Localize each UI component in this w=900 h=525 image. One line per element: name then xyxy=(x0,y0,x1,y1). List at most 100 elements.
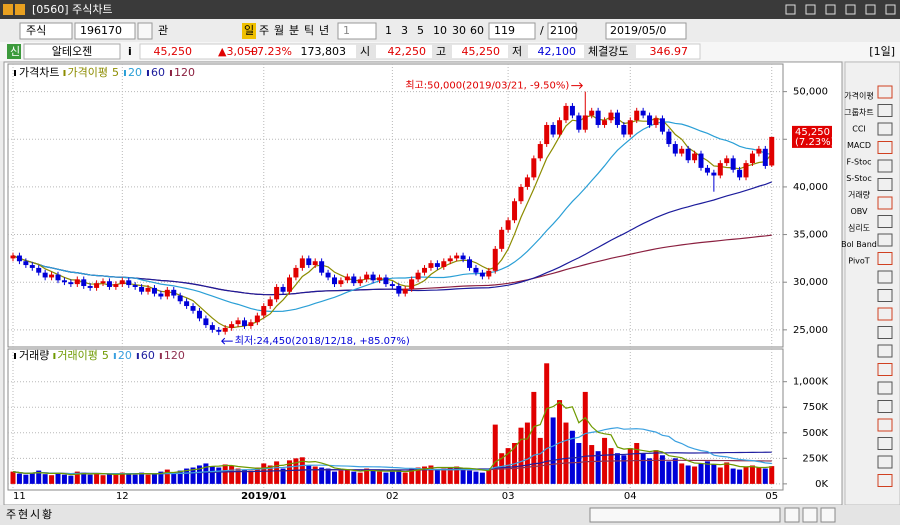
candle-body xyxy=(196,310,202,319)
tool-icon[interactable] xyxy=(877,344,893,358)
date-input[interactable] xyxy=(605,22,687,40)
volume-bar xyxy=(634,443,640,484)
indicator-button[interactable]: 거래량 xyxy=(848,190,871,200)
candle-body xyxy=(614,112,620,125)
total-input[interactable] xyxy=(547,22,577,40)
tool-icon[interactable] xyxy=(877,178,893,191)
indicator-button[interactable]: MACD xyxy=(847,141,871,150)
volume-bar xyxy=(730,468,736,484)
candle-body xyxy=(582,115,588,130)
scroll-controls[interactable] xyxy=(589,507,836,523)
period-button[interactable]: 주 xyxy=(259,24,269,37)
count-input[interactable] xyxy=(337,22,377,40)
tool-icon[interactable] xyxy=(877,455,893,469)
candle-body xyxy=(602,120,608,125)
volume-bar xyxy=(312,466,318,484)
window-controls[interactable] xyxy=(785,4,896,15)
tool-icon[interactable] xyxy=(877,85,893,99)
period-button[interactable]: 년 xyxy=(319,24,329,37)
interval-button[interactable]: 30 xyxy=(452,24,466,37)
candle-body xyxy=(537,144,543,159)
interval-button[interactable]: 3 xyxy=(401,24,408,37)
volume-bar xyxy=(608,448,614,484)
indicator-button[interactable]: 그룹차트 xyxy=(844,108,873,117)
tool-icon[interactable] xyxy=(877,104,893,117)
tool-icon[interactable] xyxy=(877,159,893,173)
tool-icon[interactable] xyxy=(877,326,893,339)
candle-body xyxy=(704,167,710,173)
tool-icon[interactable] xyxy=(877,122,893,136)
indicator-button[interactable]: PivoT xyxy=(848,257,870,266)
interval-button[interactable]: 10 xyxy=(433,24,447,37)
badge xyxy=(7,44,21,59)
legend-marker xyxy=(63,70,66,76)
indicator-button[interactable]: F-Stoc xyxy=(847,158,872,167)
search-button[interactable] xyxy=(137,22,153,40)
indicator-button[interactable]: Bol Band xyxy=(841,240,877,249)
period-button[interactable]: 분 xyxy=(289,24,299,37)
tool-icon[interactable] xyxy=(877,270,893,284)
volume-bar xyxy=(10,471,16,484)
footer-tab[interactable]: 황 xyxy=(42,508,52,521)
tool-icon[interactable] xyxy=(877,252,893,265)
candle-body xyxy=(428,263,434,268)
candle-body xyxy=(499,229,505,249)
tool-icon[interactable] xyxy=(877,363,893,376)
footer-tab[interactable]: 현 xyxy=(18,508,28,521)
tool-icon[interactable] xyxy=(877,307,893,321)
x-tick-label: 2019/01 xyxy=(241,491,286,502)
volume-bar xyxy=(81,472,87,484)
indicator-button[interactable]: 심리도 xyxy=(848,223,870,233)
market-select[interactable] xyxy=(19,22,73,40)
volume-bar xyxy=(364,468,370,484)
tool-icon[interactable] xyxy=(877,196,893,210)
volume-bar xyxy=(139,472,145,484)
period-button[interactable]: 일 xyxy=(244,23,254,37)
volume-bar xyxy=(415,467,421,484)
interval-button[interactable]: 1 xyxy=(385,24,392,37)
candle-body xyxy=(29,265,35,268)
indicator-button[interactable]: CCI xyxy=(852,125,866,134)
tool-icon[interactable] xyxy=(877,141,893,154)
x-tick-label: 02 xyxy=(386,491,399,502)
y-tick-label: 250K xyxy=(802,453,828,464)
volume-bar xyxy=(743,466,749,484)
watch-button[interactable]: 관 xyxy=(158,24,168,37)
shown-input[interactable] xyxy=(488,22,536,40)
info-button[interactable]: i xyxy=(128,45,132,58)
interval-button[interactable]: 60 xyxy=(470,24,484,37)
tool-icon[interactable] xyxy=(877,400,893,413)
tool-icon[interactable] xyxy=(877,233,893,247)
candle-body xyxy=(447,258,453,262)
code-input[interactable] xyxy=(74,22,136,40)
volume-bar xyxy=(563,422,569,484)
tool-icon[interactable] xyxy=(877,289,893,302)
volume-bar xyxy=(68,475,74,484)
interval-button[interactable]: 5 xyxy=(417,24,424,37)
tool-icon[interactable] xyxy=(877,474,893,487)
period-button[interactable]: 월 xyxy=(274,24,284,37)
name-box xyxy=(23,43,121,60)
volume-bar xyxy=(685,465,691,484)
quote-cells xyxy=(139,43,701,60)
legend-entry: 60 xyxy=(141,349,155,362)
candle-body xyxy=(505,220,511,230)
volume-bar xyxy=(261,463,267,484)
indicator-button[interactable]: 가격이평 xyxy=(844,91,873,101)
indicator-button[interactable]: S-Stoc xyxy=(846,174,871,183)
tool-icon[interactable] xyxy=(877,418,893,432)
candle-body xyxy=(81,279,87,287)
legend-title: 가격차트 xyxy=(19,66,59,79)
footer-tab[interactable]: 시 xyxy=(30,508,40,521)
candle-body xyxy=(113,284,119,287)
volume-bar xyxy=(338,470,344,484)
candle-body xyxy=(550,124,556,135)
tool-icon[interactable] xyxy=(877,215,893,228)
indicator-button[interactable]: OBV xyxy=(850,207,868,216)
volume-bar xyxy=(666,461,672,484)
tool-icon[interactable] xyxy=(877,437,893,450)
candle-body xyxy=(203,318,209,326)
tool-icon[interactable] xyxy=(877,381,893,395)
period-button[interactable]: 틱 xyxy=(304,24,314,37)
footer-tab[interactable]: 주 xyxy=(6,508,16,521)
